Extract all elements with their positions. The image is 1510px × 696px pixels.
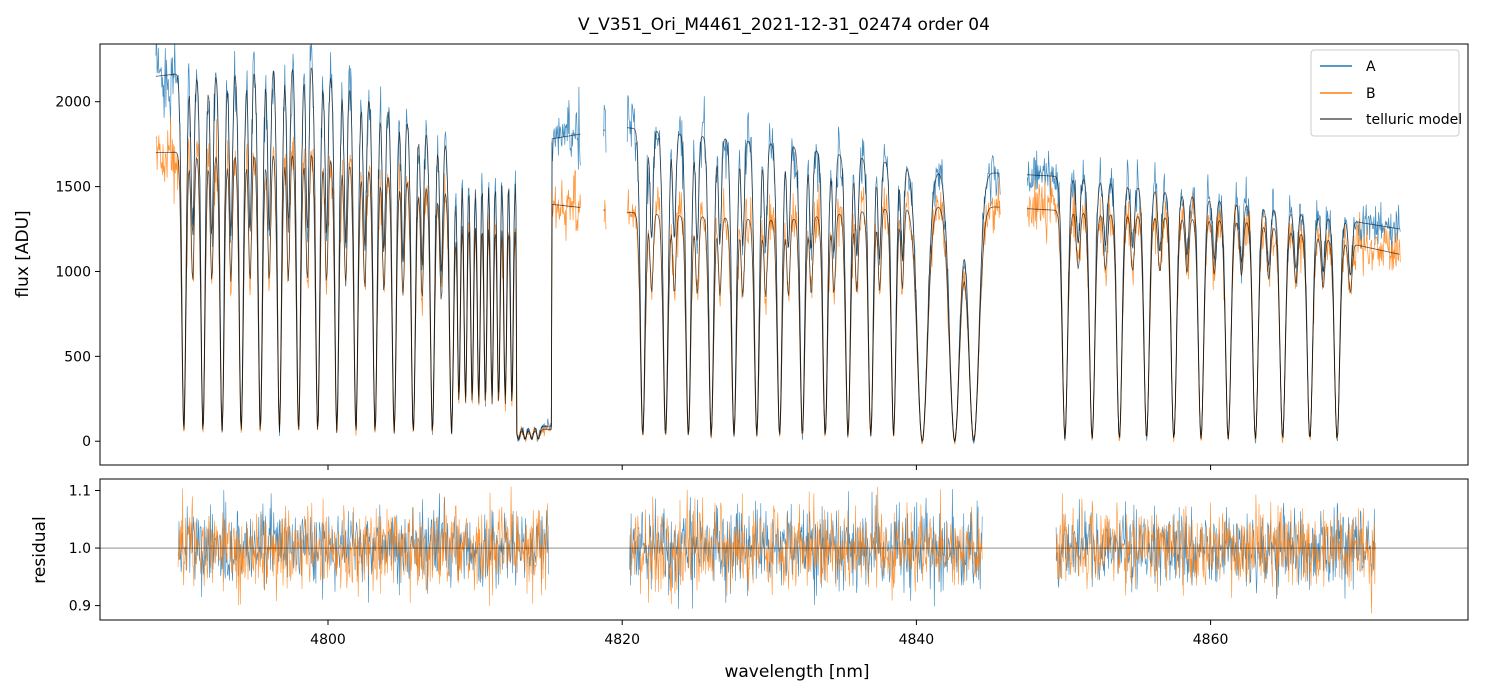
x-tick-label: 4860	[1193, 632, 1229, 648]
legend-label-model: telluric model	[1366, 112, 1462, 128]
residual-plot-frame	[99, 478, 1469, 621]
y-tick-label: 0	[82, 434, 91, 450]
y-tick-label: 1000	[55, 264, 91, 280]
telluric-model-line-b	[155, 151, 1400, 443]
flux-plot-frame	[99, 43, 1469, 466]
legend-label-a: A	[1366, 59, 1376, 75]
flux-panel: 0 500 1000 1500 2000 flux [ADU] A B telluric…	[13, 43, 1469, 470]
y-tick-label: 2000	[55, 95, 91, 111]
residual-y-ticks: 0.9 1.0 1.1	[69, 484, 100, 615]
residual-panel: 0.9 1.0 1.1 4800 4820 4840 4860 residual wave…	[30, 478, 1469, 682]
flux-y-axis-label: flux [ADU]	[13, 210, 33, 297]
legend-label-b: B	[1366, 86, 1376, 102]
y-tick-label: 0.9	[69, 599, 91, 615]
y-tick-label: 1500	[55, 180, 91, 196]
x-tick-label: 4800	[310, 632, 346, 648]
flux-y-ticks: 0 500 1000 1500 2000	[55, 95, 100, 450]
y-tick-label: 500	[64, 349, 91, 365]
x-tick-label: 4840	[899, 632, 935, 648]
residual-y-axis-label: residual	[30, 516, 50, 583]
y-tick-label: 1.1	[69, 484, 91, 500]
x-axis-label: wavelength [nm]	[724, 662, 869, 682]
x-tick-label: 4820	[604, 632, 640, 648]
series-a-line	[155, 44, 1401, 445]
flux-series-group	[155, 44, 1401, 445]
residual-x-ticks: 4800 4820 4840 4860	[310, 620, 1228, 648]
legend: A B telluric model	[1310, 49, 1462, 137]
telluric-model-line-a	[155, 67, 1400, 442]
chart-title: V_V351_Ori_M4461_2021-12-31_02474 order …	[578, 15, 990, 35]
residual-series-group	[177, 486, 1376, 614]
flux-x-ticks	[327, 465, 1212, 470]
legend-box	[1310, 49, 1460, 137]
y-tick-label: 1.0	[69, 541, 91, 557]
series-b-line	[155, 115, 1401, 445]
residual-b-line	[177, 486, 1376, 614]
